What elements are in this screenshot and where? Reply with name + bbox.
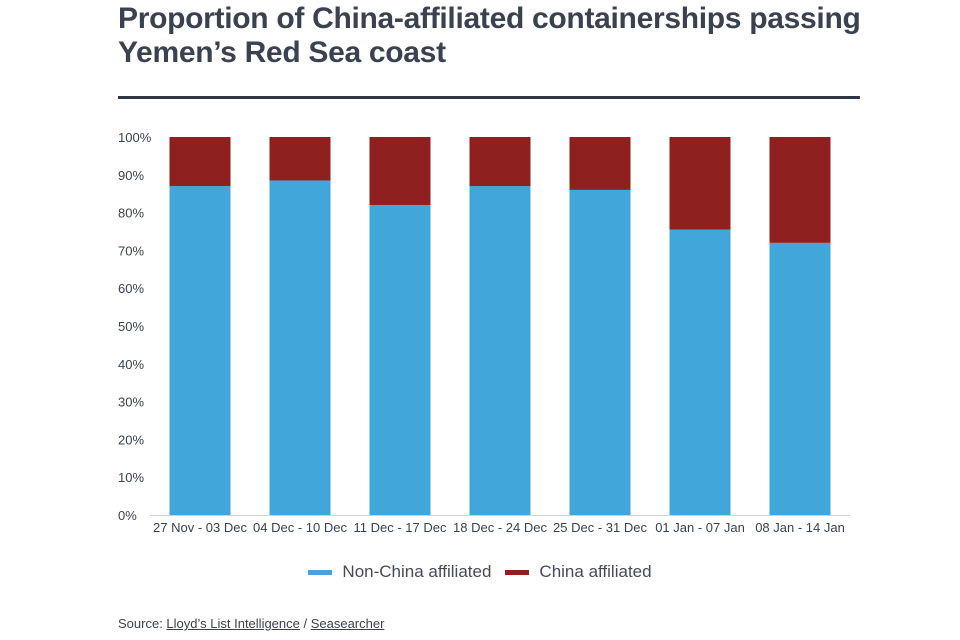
bar-non-china	[669, 229, 731, 516]
x-tick-label: 25 Dec - 31 Dec	[553, 520, 647, 535]
legend-label-non-china: Non-China affiliated	[342, 562, 492, 581]
y-tick-label: 50%	[118, 319, 144, 334]
x-tick-label: 08 Jan - 14 Jan	[755, 520, 845, 535]
y-tick-label: 20%	[118, 432, 144, 447]
bar-china	[669, 137, 731, 230]
y-tick-label: 100%	[118, 130, 152, 145]
y-tick-label: 40%	[118, 357, 144, 372]
x-tick-label: 27 Nov - 03 Dec	[153, 520, 247, 535]
bar-non-china	[769, 242, 831, 515]
y-tick-label: 30%	[118, 395, 144, 410]
x-tick-label: 18 Dec - 24 Dec	[453, 520, 547, 535]
bar-china	[569, 137, 631, 190]
legend-item-china: China affiliated	[505, 562, 652, 582]
chart-title-line-2: Yemen’s Red Sea coast	[118, 36, 446, 69]
title-divider	[118, 96, 860, 99]
y-tick-label: 90%	[118, 168, 144, 183]
bar-non-china	[569, 189, 631, 516]
x-tick-label: 01 Jan - 07 Jan	[655, 520, 745, 535]
source-note: Source: Lloyd’s List Intelligence / Seas…	[118, 616, 384, 631]
bar-china	[769, 137, 831, 243]
y-tick-label: 80%	[118, 206, 144, 221]
source-separator: /	[299, 616, 311, 631]
legend-swatch-non-china	[308, 569, 333, 575]
legend-swatch-china	[505, 569, 530, 575]
y-tick-label: 70%	[118, 243, 144, 258]
x-tick-label: 11 Dec - 17 Dec	[354, 520, 447, 535]
bar-china	[269, 137, 331, 181]
bar-non-china	[469, 186, 531, 515]
legend-label-china: China affiliated	[539, 562, 652, 581]
bar-non-china	[169, 186, 231, 515]
bar-non-china	[369, 205, 431, 516]
y-tick-label: 60%	[118, 281, 144, 296]
bar-china	[469, 137, 531, 187]
x-tick-label: 04 Dec - 10 Dec	[253, 520, 347, 535]
bar-non-china	[269, 180, 331, 515]
source-link-lloyds-list[interactable]: Lloyd’s List Intelligence	[166, 616, 300, 631]
chart-legend: Non-China affiliated China affiliated	[0, 562, 960, 582]
y-tick-label: 0%	[118, 508, 137, 523]
source-prefix: Source:	[118, 616, 167, 631]
chart-title: Proportion of China-affiliated container…	[118, 2, 878, 70]
legend-item-non-china: Non-China affiliated	[308, 562, 491, 582]
bar-china	[369, 137, 431, 206]
source-link-seasearcher[interactable]: Seasearcher	[310, 616, 385, 631]
y-tick-label: 10%	[118, 470, 144, 485]
chart-title-line-1: Proportion of China-affiliated container…	[118, 2, 861, 35]
bar-china	[169, 137, 231, 187]
